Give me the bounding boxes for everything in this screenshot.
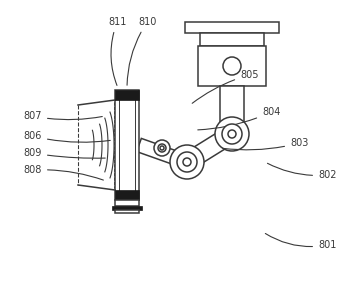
- Circle shape: [160, 146, 164, 150]
- Bar: [115, 190, 139, 200]
- Circle shape: [183, 158, 191, 166]
- Text: 805: 805: [192, 70, 258, 103]
- Bar: [200, 33, 264, 46]
- Bar: [115, 90, 139, 100]
- Polygon shape: [137, 138, 189, 168]
- Text: 811: 811: [108, 17, 126, 85]
- Text: 804: 804: [198, 107, 280, 130]
- Text: 808: 808: [24, 165, 103, 180]
- Text: 803: 803: [223, 138, 308, 150]
- Circle shape: [158, 144, 166, 152]
- Circle shape: [222, 124, 242, 144]
- Bar: [115, 200, 139, 206]
- Bar: [119, 95, 135, 195]
- Circle shape: [215, 117, 249, 151]
- Polygon shape: [182, 126, 237, 170]
- Text: 801: 801: [265, 234, 337, 250]
- Text: 810: 810: [127, 17, 156, 85]
- Text: 802: 802: [267, 163, 337, 180]
- Circle shape: [154, 140, 170, 156]
- Circle shape: [177, 152, 197, 172]
- Text: 806: 806: [24, 131, 110, 142]
- Bar: [115, 90, 139, 200]
- Bar: [198, 46, 266, 86]
- Bar: [220, 86, 244, 134]
- Bar: [112, 206, 142, 210]
- Circle shape: [170, 145, 204, 179]
- Circle shape: [223, 57, 241, 75]
- Bar: [115, 210, 139, 213]
- Text: 807: 807: [24, 111, 102, 121]
- Text: 809: 809: [24, 148, 105, 158]
- Bar: [185, 22, 279, 33]
- Circle shape: [228, 130, 236, 138]
